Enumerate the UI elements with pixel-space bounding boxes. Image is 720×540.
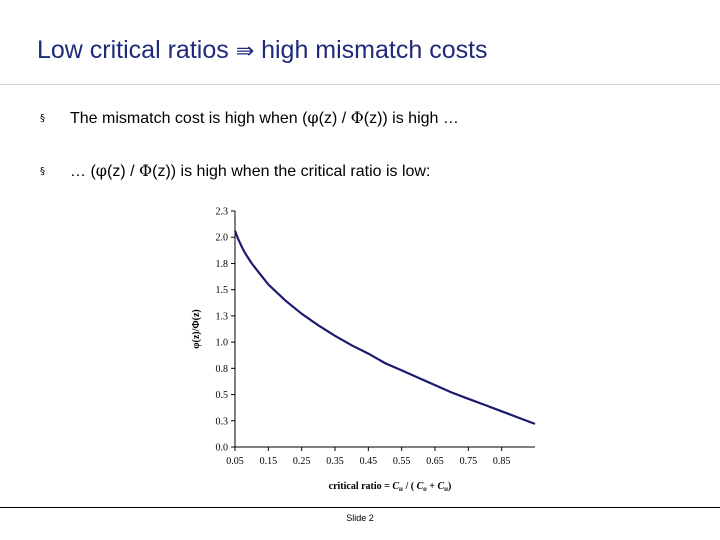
critical-ratio-chart: 0.00.30.50.81.01.31.51.82.02.3 0.05 0.15 0… — [191, 207, 536, 493]
y-axis-ticks: 0.0 0.3 0.5 0.8 1.0 1.3 1.5 1.8 2.0 2.3 — [216, 207, 235, 454]
x-axis-label-part: / ( — [403, 481, 417, 492]
phi-symbol: φ — [307, 108, 319, 127]
series-line — [233, 230, 536, 425]
phi-symbol: φ — [95, 161, 107, 180]
bullet-text-part: (z)) is high … — [363, 110, 459, 127]
y-tick-label: 1.3 — [216, 311, 229, 322]
title-left-text: Low critical ratios — [37, 36, 229, 64]
y-tick-label: 0.5 — [216, 390, 229, 401]
slide-title: Low critical ratios ⇛ high mismatch cost… — [37, 36, 488, 65]
title-divider — [0, 84, 720, 85]
x-axis-label-part: C — [392, 481, 399, 492]
x-axis-label-part: u — [399, 485, 403, 493]
x-axis-label: critical ratio = Cu / ( Co + Cu) — [329, 481, 452, 493]
capital-phi-symbol: Φ — [350, 108, 364, 127]
bullet-item-2: § … (φ(z) / Φ(z)) is high when the critic… — [40, 161, 430, 181]
y-tick-label: 1.0 — [216, 338, 229, 349]
x-axis-label-part: + — [427, 481, 438, 492]
x-tick-label: 0.75 — [460, 456, 478, 467]
bullet-text: The mismatch cost is high when (φ(z) / Φ… — [70, 108, 459, 127]
x-axis-label-part: critical ratio = — [329, 481, 393, 492]
y-axis-label: φ(z)/Φ(z) — [191, 309, 202, 349]
x-tick-label: 0.45 — [360, 456, 378, 467]
bullet-text: … (φ(z) / Φ(z)) is high when the critica… — [70, 161, 431, 180]
bullet-marker: § — [40, 112, 45, 124]
slide-number: Slide 2 — [346, 513, 374, 523]
x-axis-label-part: o — [423, 485, 427, 493]
implies-arrow-icon: ⇛ — [235, 39, 255, 64]
x-tick-label: 0.05 — [226, 456, 244, 467]
bullet-text-part: (z) / — [318, 110, 351, 127]
footer-divider — [0, 507, 720, 508]
y-tick-label: 2.3 — [216, 207, 229, 218]
y-tick-label: 2.0 — [216, 233, 229, 244]
bullet-item-1: § The mismatch cost is high when (φ(z) / … — [40, 108, 459, 128]
x-tick-label: 0.55 — [393, 456, 411, 467]
capital-phi-symbol: Φ — [138, 161, 153, 180]
y-tick-label: 0.8 — [216, 364, 229, 375]
y-tick-label: 1.5 — [216, 285, 229, 296]
bullet-text-part: (z) / — [106, 163, 139, 180]
x-tick-label: 0.85 — [493, 456, 511, 467]
x-axis-ticks: 0.05 0.15 0.25 0.35 0.45 0.55 0.65 0.75 0.85 — [226, 447, 510, 467]
y-tick-label: 0.3 — [216, 416, 229, 427]
x-axis-label-part: ) — [448, 481, 451, 492]
x-axis-label-part: C — [417, 481, 424, 492]
x-tick-label: 0.15 — [260, 456, 278, 467]
y-tick-label: 1.8 — [216, 259, 229, 270]
x-axis-label-part: u — [444, 485, 448, 493]
bullet-marker: § — [40, 165, 45, 177]
x-tick-label: 0.25 — [293, 456, 311, 467]
x-axis-label-part: C — [437, 481, 444, 492]
title-right-text: high mismatch costs — [261, 36, 488, 64]
bullet-text-part: (z)) is high when the critical ratio is … — [152, 163, 431, 180]
x-tick-label: 0.65 — [426, 456, 444, 467]
x-tick-label: 0.35 — [326, 456, 344, 467]
bullet-text-part: … ( — [70, 163, 96, 180]
bullet-text-part: The mismatch cost is high when ( — [70, 110, 308, 127]
y-tick-label: 0.0 — [216, 443, 229, 454]
